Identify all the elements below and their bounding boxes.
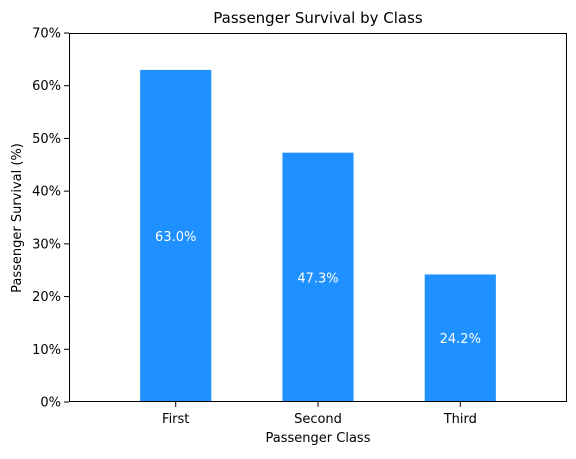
y-tick-label: 10%: [32, 343, 61, 358]
y-axis-label: Passenger Survival (%): [10, 143, 25, 293]
bar-labels-layer: 63.0% 47.3% 24.2%: [155, 230, 481, 347]
x-axis-label: Passenger Class: [266, 431, 371, 446]
x-tick-label: Third: [443, 412, 477, 427]
bar-value-label: 47.3%: [297, 271, 338, 286]
bar-second: [282, 152, 354, 402]
y-axis-ticks: 0% 10% 20% 30% 40% 50% 60% 70%: [32, 27, 69, 411]
bar-first: [140, 69, 212, 403]
y-tick-label: 20%: [32, 290, 61, 305]
y-tick-label: 0%: [40, 396, 61, 411]
x-tick-label: First: [162, 412, 189, 427]
bar-value-label: 63.0%: [155, 230, 196, 245]
x-tick-label: Second: [294, 412, 342, 427]
chart-title: Passenger Survival by Class: [213, 9, 423, 27]
y-tick-label: 30%: [32, 237, 61, 252]
y-tick-label: 70%: [32, 27, 61, 42]
bars-layer: [140, 69, 496, 403]
y-tick-label: 50%: [32, 132, 61, 147]
y-tick-label: 40%: [32, 185, 61, 200]
bar-third: [424, 274, 496, 402]
y-tick-label: 60%: [32, 79, 61, 94]
bar-value-label: 24.2%: [440, 332, 481, 347]
plot-frame: [69, 33, 567, 402]
x-axis-ticks: First Second Third: [162, 402, 477, 427]
